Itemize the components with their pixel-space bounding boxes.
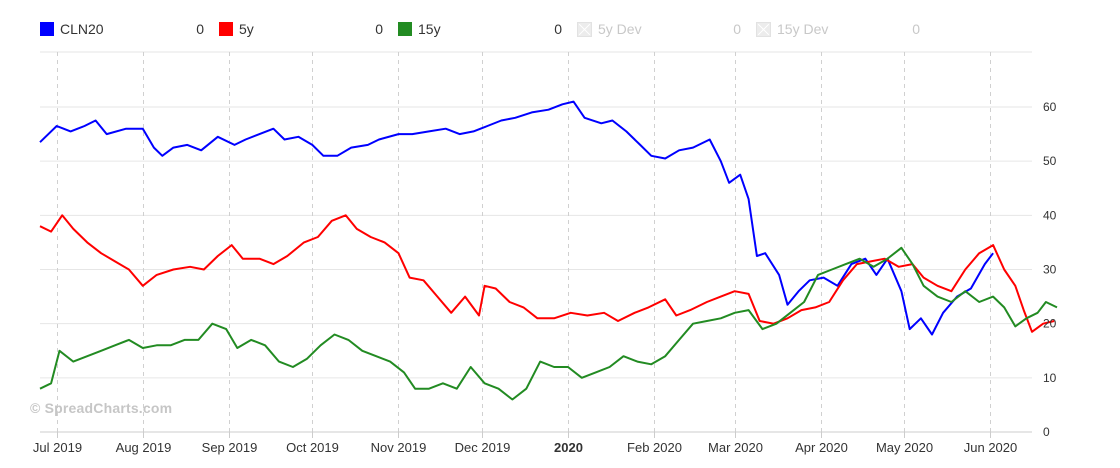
chart-grid	[40, 52, 1032, 432]
legend-item-5y[interactable]: 5y	[219, 20, 254, 38]
legend-value-15y: 0	[554, 21, 562, 37]
y-tick-label: 30	[1043, 263, 1057, 277]
x-tick-label: Nov 2019	[371, 440, 427, 455]
legend-value-cln20: 0	[196, 21, 204, 37]
chart-series	[39, 100, 1058, 401]
legend-swatch-5y-dev	[577, 21, 592, 37]
y-tick-label: 50	[1043, 154, 1057, 168]
x-tick-label: Dec 2019	[455, 440, 511, 455]
legend-value-15y-dev: 0	[912, 21, 920, 37]
legend-swatch-5y	[219, 22, 233, 36]
watermark: © SpreadCharts.com	[30, 400, 173, 416]
x-tick-label: Sep 2019	[202, 440, 258, 455]
x-tick-label: Aug 2019	[116, 440, 172, 455]
legend-swatch-15y-dev	[756, 21, 771, 37]
series-line-5y	[39, 214, 1055, 333]
legend-value-5y: 0	[375, 21, 383, 37]
legend-item-15y[interactable]: 15y	[398, 20, 441, 38]
legend-label-5y-dev: 5y Dev	[598, 21, 642, 37]
x-tick-label: Oct 2019	[286, 440, 339, 455]
legend-item-cln20[interactable]: CLN20	[40, 20, 104, 38]
chart-legend: CLN20 0 5y 0 15y 0 5y Dev 0 15y Dev 0	[0, 0, 1120, 52]
chart-axes: 0 10 20 30 40 50 60 Jul 2019 Aug 2019 Sep 2019 Oct…	[33, 100, 1057, 455]
legend-label-cln20: CLN20	[60, 21, 104, 37]
series-line-15y	[39, 246, 1058, 401]
legend-item-5y-dev[interactable]: 5y Dev	[577, 20, 642, 38]
y-tick-label: 0	[1043, 425, 1050, 439]
x-tick-label: Jul 2019	[33, 440, 82, 455]
x-tick-label: Mar 2020	[708, 440, 763, 455]
legend-label-15y-dev: 15y Dev	[777, 21, 829, 37]
y-tick-label: 60	[1043, 100, 1057, 114]
legend-swatch-15y	[398, 22, 412, 36]
x-tick-label: Jun 2020	[964, 440, 1018, 455]
y-tick-label: 20	[1043, 317, 1057, 331]
legend-swatch-cln20	[40, 22, 54, 36]
y-tick-label: 40	[1043, 208, 1057, 222]
x-tick-label: 2020	[554, 440, 583, 455]
series-line-cln20	[39, 100, 994, 336]
legend-label-15y: 15y	[418, 21, 441, 37]
x-tick-label: May 2020	[876, 440, 933, 455]
legend-item-15y-dev[interactable]: 15y Dev	[756, 20, 828, 38]
x-tick-label: Apr 2020	[795, 440, 848, 455]
x-tick-label: Feb 2020	[627, 440, 682, 455]
legend-label-5y: 5y	[239, 21, 254, 37]
legend-value-5y-dev: 0	[733, 21, 741, 37]
y-tick-label: 10	[1043, 371, 1057, 385]
